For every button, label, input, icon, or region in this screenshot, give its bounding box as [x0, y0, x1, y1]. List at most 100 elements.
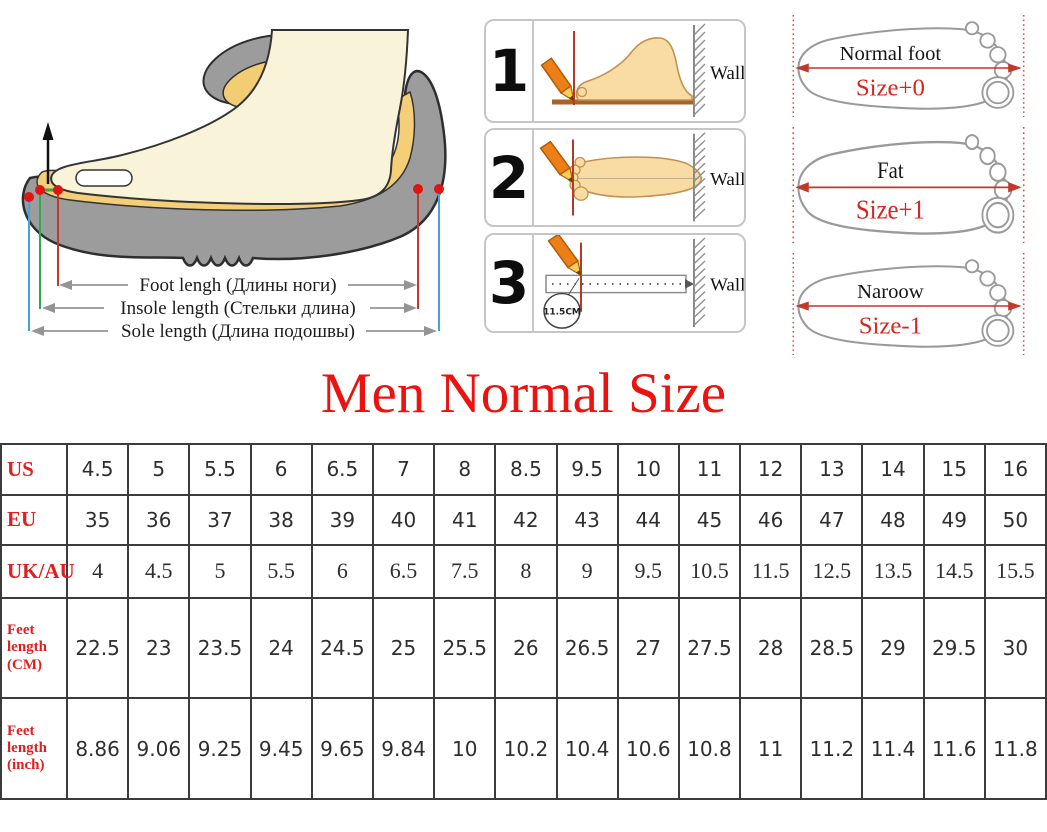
big-toe-line [75, 169, 133, 187]
size-cell: 25 [371, 596, 436, 700]
size-cell: 11.8 [983, 697, 1047, 800]
size-cell: 46 [739, 493, 803, 547]
measure-step-3: 3 11.5CM Wall [484, 233, 746, 333]
wall-label: Wall [710, 63, 745, 84]
size-cell: 9 [555, 544, 619, 599]
measure-lines [28, 188, 440, 331]
size-cell: 6 [249, 443, 313, 496]
measure-dots [24, 184, 444, 202]
size-cell: 10.6 [616, 697, 680, 800]
size-cell: 15.5 [983, 544, 1047, 599]
foot-type-narrow: Naroow Size-1 [792, 253, 1025, 355]
insole-length-label: Insole length (Стельки длина) [120, 298, 355, 319]
toes [964, 21, 1015, 109]
wall-hatching [693, 23, 706, 118]
size-cell: 4.5 [127, 544, 191, 599]
size-cell: 29.5 [922, 596, 986, 700]
size-cell: 48 [861, 493, 925, 547]
step-number: 3 [486, 235, 534, 331]
size-cell: 11.4 [861, 697, 925, 800]
size-cell: 45 [677, 493, 742, 547]
size-cell: 27 [616, 596, 680, 700]
foot-width-guide: Normal foot Size+0 Fat Size+1 [785, 12, 1047, 355]
foot-type-normal: Normal foot Size+0 [792, 15, 1025, 117]
size-cell: 49 [922, 493, 986, 547]
wall-label: Wall [710, 170, 745, 190]
foot-type-size: Size+0 [856, 75, 925, 102]
size-cell: 7 [371, 443, 436, 496]
arrowhead-left [795, 301, 809, 311]
foot-top-view [573, 156, 702, 198]
size-cell: 27.5 [677, 596, 742, 700]
size-row-header: EU [0, 493, 68, 547]
arrowhead-right [1008, 63, 1022, 73]
size-cell: 5 [188, 544, 252, 599]
size-cell: 9.06 [127, 697, 191, 800]
shoe-measurement-diagram: Foot lengh (Длины ноги) Insole length (С… [21, 29, 447, 342]
size-cell: 11.6 [922, 697, 986, 800]
page-title: Men Normal Size [320, 362, 727, 425]
size-row-header: UK/AU [0, 544, 75, 599]
step-number: 2 [486, 130, 534, 225]
size-cell: 6.5 [371, 544, 436, 599]
arrowhead-left [795, 182, 809, 193]
boundary-dotted-lines [792, 127, 1025, 243]
size-cell: 44 [616, 493, 680, 547]
table-row: Feet length (inch) 8.86 9.06 9.25 9.45 9.65 9.… [0, 697, 1047, 800]
foot-type-size: Size+1 [856, 194, 925, 225]
size-cell: 4 [65, 544, 130, 599]
size-cell: 9.84 [371, 697, 436, 800]
size-table-body: US 4.5 5 5.5 6 6.5 7 8 8.5 9.5 10 11 12 13 14 15 16 EU 35 3… [0, 443, 1047, 800]
size-cell: 4.5 [65, 443, 130, 496]
size-cell: 41 [433, 493, 497, 547]
size-cell: 11 [739, 697, 803, 800]
size-cell: 11.5 [739, 544, 803, 599]
size-cell: 10.4 [555, 697, 619, 800]
table-row: UK/AU 4 4.5 5 5.5 6 6.5 7.5 8 9 9.5 10.5 11.5 12.5 13.… [0, 544, 1047, 599]
size-cell: 12.5 [800, 544, 864, 599]
boundary-dotted-lines [792, 253, 1025, 355]
measure-arrows [35, 284, 432, 332]
size-cell: 8 [433, 443, 497, 496]
note-circle [543, 292, 581, 329]
size-cell: 8.86 [65, 697, 130, 800]
measuring-steps: 1 Wall 2 [484, 19, 746, 333]
size-row-header: US [0, 443, 68, 496]
wall-hatching [693, 236, 706, 329]
wall-label: Wall [710, 275, 745, 296]
size-cell: 23 [127, 596, 191, 700]
step-3-illustration: 11.5CM Wall [543, 235, 745, 329]
size-cell: 13 [800, 443, 864, 496]
size-cell: 11.2 [800, 697, 864, 800]
arrowhead-left [795, 63, 809, 73]
size-cell: 9.65 [310, 697, 374, 800]
size-cell: 43 [555, 493, 619, 547]
size-cell: 29 [861, 596, 925, 700]
ruler-arrowhead [685, 279, 694, 289]
size-cell: 5.5 [188, 443, 252, 496]
toes [964, 259, 1015, 347]
size-cell: 8 [494, 544, 558, 599]
size-cell: 10.8 [677, 697, 742, 800]
arrowhead-right [1008, 182, 1022, 193]
size-cell: 9.25 [188, 697, 252, 800]
toe-up-arrow [42, 122, 54, 184]
foot-type-name: Normal foot [840, 43, 942, 65]
boundary-dotted-lines [792, 15, 1025, 117]
size-cell: 23.5 [188, 596, 252, 700]
table-row: EU 35 36 37 38 39 40 41 42 43 44 45 46 47 48 49 50 [0, 493, 1047, 547]
size-cell: 37 [188, 493, 252, 547]
size-cell: 15 [922, 443, 986, 496]
size-cell: 50 [983, 493, 1047, 547]
ruler-note: 11.5CM [543, 308, 581, 318]
size-cell: 10 [616, 443, 680, 496]
measure-step-1: 1 Wall [484, 19, 746, 123]
size-cell: 42 [494, 493, 558, 547]
arrowhead-right [1008, 301, 1022, 311]
foot-type-size: Size-1 [859, 313, 922, 340]
size-cell: 10 [433, 697, 497, 800]
size-cell: 24 [249, 596, 313, 700]
sole-length-label: Sole length (Длина подошвы) [121, 321, 355, 342]
size-cell: 22.5 [65, 596, 130, 700]
